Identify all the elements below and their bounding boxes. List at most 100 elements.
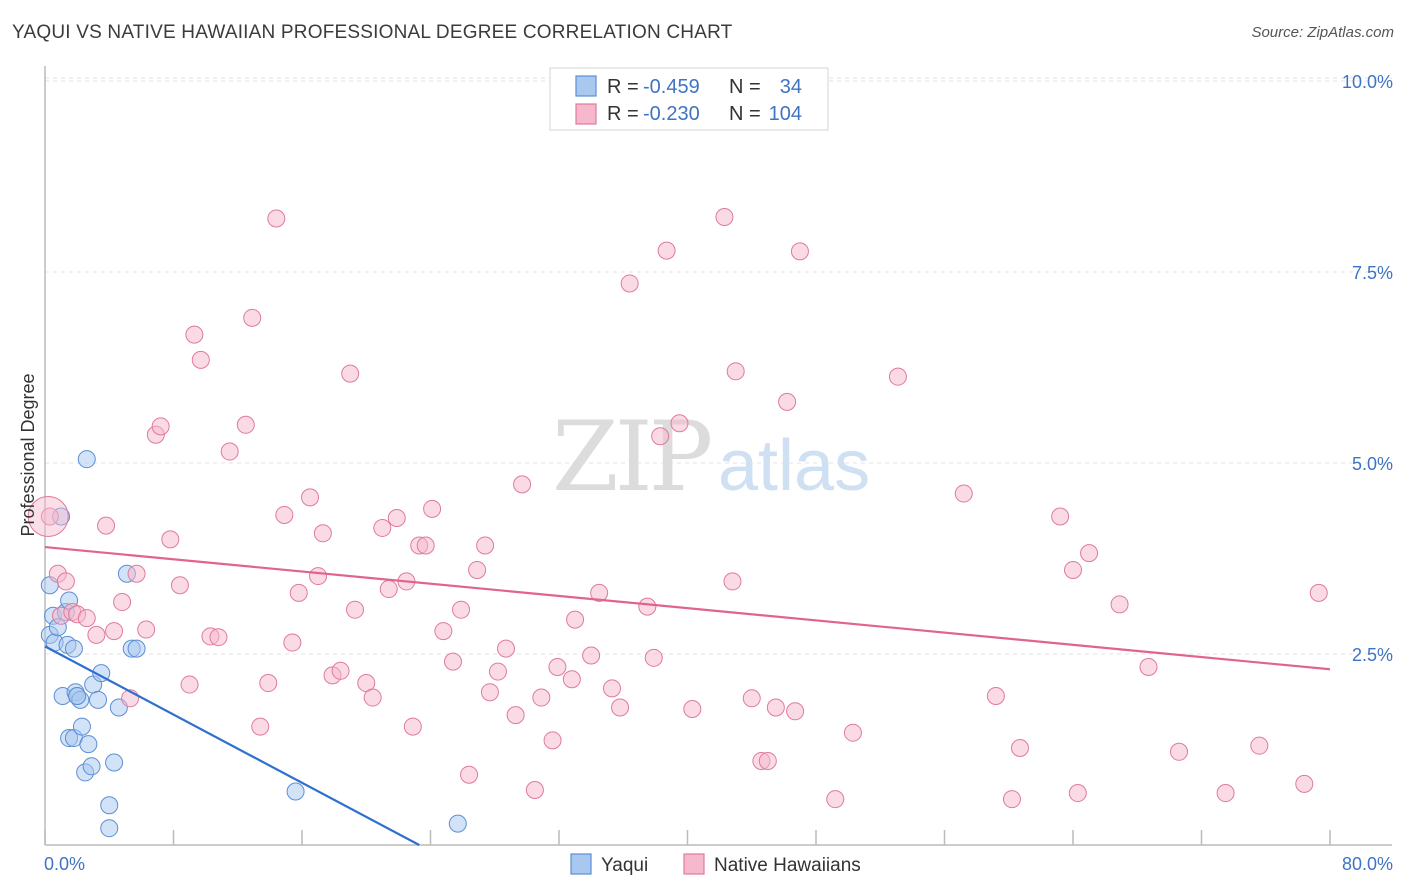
point-native-hawaiians-9: [105, 622, 124, 641]
legend-r-label-yaqui: R =: [607, 76, 639, 98]
axes: [44, 66, 1392, 846]
y-tick-label-0: 2.5%: [1352, 645, 1393, 665]
point-yaqui-18: [77, 450, 96, 469]
point-native-hawaiians-70: [620, 274, 639, 293]
point-native-hawaiians-51: [452, 600, 471, 619]
point-native-hawaiians-8: [97, 516, 116, 535]
point-native-hawaiians-3: [56, 572, 75, 591]
point-native-hawaiians-86: [790, 242, 809, 261]
point-yaqui-16: [72, 717, 91, 736]
point-native-hawaiians-74: [657, 241, 676, 260]
legend-swatch-native-hawaiians: [575, 103, 597, 125]
point-native-hawaiians-16: [161, 530, 180, 549]
point-native-hawaiians-19: [185, 325, 204, 344]
trend-line-native-hawaiians: [44, 545, 1331, 671]
point-native-hawaiians-57: [496, 639, 515, 658]
point-native-hawaiians-102: [1250, 736, 1269, 755]
point-native-hawaiians-65: [566, 610, 585, 629]
point-native-hawaiians-33: [309, 567, 328, 586]
legend-r-value-native-hawaiians: -0.230: [643, 103, 700, 125]
point-native-hawaiians-50: [443, 652, 462, 671]
point-native-hawaiians-105: [27, 495, 69, 537]
point-native-hawaiians-22: [209, 628, 228, 647]
x-tick-labels: 0.0% 80.0%: [44, 854, 1393, 874]
point-native-hawaiians-103: [1295, 774, 1314, 793]
grid-lines: [45, 77, 1392, 655]
point-native-hawaiians-71: [638, 597, 657, 616]
point-yaqui-26: [105, 753, 124, 772]
y-tick-labels: 2.5% 5.0% 7.5% 10.0%: [1342, 72, 1393, 665]
point-native-hawaiians-27: [259, 674, 278, 693]
point-native-hawaiians-75: [670, 414, 689, 433]
point-native-hawaiians-42: [379, 580, 398, 599]
point-native-hawaiians-56: [488, 662, 507, 681]
point-native-hawaiians-0: [40, 507, 59, 526]
bottom-legend: Yaqui Native Hawaiians: [570, 853, 861, 876]
point-native-hawaiians-53: [468, 560, 487, 579]
point-native-hawaiians-93: [1010, 738, 1029, 757]
point-native-hawaiians-73: [651, 427, 670, 446]
point-yaqui-30: [127, 639, 146, 658]
point-native-hawaiians-94: [1051, 507, 1070, 526]
point-native-hawaiians-96: [1068, 784, 1087, 803]
point-native-hawaiians-31: [289, 583, 308, 602]
point-native-hawaiians-38: [346, 600, 365, 619]
point-native-hawaiians-37: [341, 364, 360, 383]
point-native-hawaiians-36: [331, 661, 350, 680]
point-native-hawaiians-29: [275, 505, 294, 524]
legend-n-value-native-hawaiians: 104: [769, 103, 802, 125]
point-yaqui-19: [79, 735, 98, 754]
point-native-hawaiians-63: [548, 657, 567, 676]
point-native-hawaiians-58: [506, 706, 525, 725]
point-native-hawaiians-99: [1139, 657, 1158, 676]
point-native-hawaiians-85: [786, 702, 805, 721]
point-native-hawaiians-79: [726, 362, 745, 381]
point-native-hawaiians-10: [113, 593, 132, 612]
point-native-hawaiians-76: [683, 700, 702, 719]
point-yaqui-12: [64, 639, 83, 658]
chart-title: YAQUI VS NATIVE HAWAIIAN PROFESSIONAL DE…: [12, 22, 733, 43]
legend-r-label-native-hawaiians: R =: [607, 103, 639, 125]
point-native-hawaiians-59: [513, 475, 532, 494]
y-tick-label-2: 7.5%: [1352, 263, 1393, 283]
trend-line-yaqui: [44, 645, 420, 846]
x-tick-label-0: 0.0%: [44, 854, 85, 874]
point-native-hawaiians-62: [543, 731, 562, 750]
point-native-hawaiians-52: [460, 765, 479, 784]
trend-lines: [44, 545, 1331, 846]
point-native-hawaiians-100: [1170, 742, 1189, 761]
legend-n-label-yaqui: N =: [729, 76, 761, 98]
point-yaqui-31: [286, 782, 305, 801]
point-native-hawaiians-7: [87, 625, 106, 644]
point-native-hawaiians-78: [723, 572, 742, 591]
point-native-hawaiians-66: [582, 646, 601, 665]
point-native-hawaiians-87: [826, 790, 845, 809]
point-native-hawaiians-40: [363, 688, 382, 707]
y-tick-label-1: 5.0%: [1352, 454, 1393, 474]
point-native-hawaiians-47: [416, 536, 435, 555]
point-native-hawaiians-72: [644, 648, 663, 667]
point-native-hawaiians-55: [480, 683, 499, 702]
legend-box: R = -0.459 N = 34 R = -0.230 N = 104: [549, 67, 829, 131]
point-native-hawaiians-61: [532, 688, 551, 707]
bottom-legend-swatch-native-hawaiians: [683, 853, 705, 875]
point-native-hawaiians-32: [301, 488, 320, 507]
point-native-hawaiians-77: [715, 207, 734, 226]
y-tick-label-3: 10.0%: [1342, 72, 1393, 92]
point-native-hawaiians-67: [590, 583, 609, 602]
point-native-hawaiians-98: [1110, 595, 1129, 614]
point-native-hawaiians-26: [251, 717, 270, 736]
point-native-hawaiians-25: [243, 308, 262, 327]
bottom-legend-swatch-yaqui: [570, 853, 592, 875]
legend-swatch-yaqui: [575, 75, 597, 97]
watermark-atlas: atlas: [718, 426, 870, 506]
point-native-hawaiians-90: [954, 484, 973, 503]
point-yaqui-24: [100, 796, 119, 815]
point-native-hawaiians-30: [283, 633, 302, 652]
source-label: Source: ZipAtlas.com: [1251, 24, 1394, 41]
point-native-hawaiians-43: [387, 509, 406, 528]
point-native-hawaiians-17: [170, 576, 189, 595]
point-native-hawaiians-104: [1309, 583, 1328, 602]
point-yaqui-20: [82, 757, 101, 776]
